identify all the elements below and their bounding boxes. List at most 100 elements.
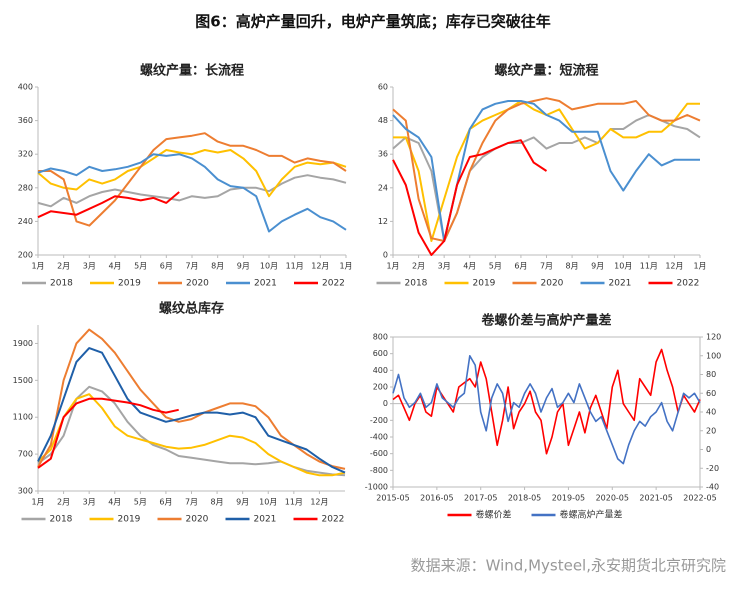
x-tick-label: 11月 xyxy=(285,498,303,507)
y-tick-label: 800 xyxy=(373,333,388,342)
legend-label: 2021 xyxy=(609,279,632,289)
series-line xyxy=(38,132,347,227)
x-tick-label: 1月 xyxy=(386,262,399,271)
series-line xyxy=(37,347,346,474)
x-tick-label: 8月 xyxy=(211,262,224,271)
source-note: 数据来源：Wind,Mysteel,永安期货北京研究院 xyxy=(411,557,726,575)
x-tick-label: 2月 xyxy=(57,498,70,507)
y2-tick-label: -40 xyxy=(706,483,719,492)
series-line xyxy=(392,348,701,455)
y-tick-label: 60 xyxy=(378,83,388,92)
x-tick-label: 1月 xyxy=(693,262,706,271)
x-tick-label: 2019-05 xyxy=(552,494,585,503)
x-tick-label: 9月 xyxy=(237,262,250,271)
legend-label: 2019 xyxy=(118,515,141,525)
legend-label: 2018 xyxy=(50,279,73,289)
figure-title: 图6：高炉产量回升，电炉产量筑底；库存已突破往年 xyxy=(195,13,550,31)
x-tick-label: 10月 xyxy=(614,262,632,271)
legend-label: 2019 xyxy=(118,279,141,289)
series-line xyxy=(392,355,701,465)
y-tick-label: 400 xyxy=(373,366,388,375)
y2-tick-label: 100 xyxy=(706,351,721,360)
y-tick-label: -400 xyxy=(370,433,388,442)
y-tick-label: 1100 xyxy=(13,413,33,422)
x-tick-label: 7月 xyxy=(185,498,198,507)
legend-label: 卷螺价差 xyxy=(476,509,512,521)
series-line xyxy=(37,153,347,233)
y-tick-label: 320 xyxy=(18,150,33,159)
x-tick-label: 10月 xyxy=(260,262,278,271)
y-tick-label: 0 xyxy=(383,399,388,408)
x-tick-label: 4月 xyxy=(463,262,476,271)
series-line xyxy=(392,97,701,242)
y-tick-label: 36 xyxy=(378,150,388,159)
y-tick-label: 48 xyxy=(378,116,388,125)
y-tick-label: 200 xyxy=(18,251,33,260)
x-tick-label: 7月 xyxy=(185,262,198,271)
chart-title: 螺纹产量：短流程 xyxy=(494,63,598,79)
y2-tick-label: 20 xyxy=(706,426,716,435)
x-tick-label: 11月 xyxy=(286,262,304,271)
legend-label: 卷螺高炉产量差 xyxy=(560,509,623,521)
y-tick-label: -800 xyxy=(370,466,388,475)
x-tick-label: 2017-05 xyxy=(464,494,497,503)
x-tick-label: 4月 xyxy=(108,262,121,271)
x-tick-label: 3月 xyxy=(83,262,96,271)
x-tick-label: 2018-05 xyxy=(508,494,541,503)
legend-label: 2020 xyxy=(186,279,209,289)
legend-label: 2022 xyxy=(322,279,345,289)
x-tick-label: 2021-05 xyxy=(639,494,672,503)
y2-tick-label: 80 xyxy=(706,370,716,379)
y-tick-label: 12 xyxy=(378,217,388,226)
y-tick-label: 1500 xyxy=(13,376,33,385)
y2-tick-label: 60 xyxy=(706,389,716,398)
y-tick-label: 24 xyxy=(378,183,388,192)
x-tick-label: 4月 xyxy=(108,498,121,507)
y2-tick-label: 40 xyxy=(706,408,716,417)
x-tick-label: 5月 xyxy=(134,498,147,507)
x-tick-label: 2016-05 xyxy=(420,494,453,503)
series-line xyxy=(392,114,701,242)
x-tick-label: 6月 xyxy=(159,498,172,507)
x-tick-label: 5月 xyxy=(134,262,147,271)
chart-title: 螺纹总库存 xyxy=(159,301,224,317)
x-tick-label: 11月 xyxy=(640,262,658,271)
series-line xyxy=(37,191,180,219)
y-tick-label: 280 xyxy=(18,183,33,192)
series-line xyxy=(392,139,548,256)
y-tick-label: 360 xyxy=(18,116,33,125)
y-tick-label: 0 xyxy=(383,251,388,260)
y2-tick-label: 0 xyxy=(706,445,711,454)
x-tick-label: 12月 xyxy=(311,262,329,271)
x-tick-label: 1月 xyxy=(339,262,352,271)
x-tick-label: 5月 xyxy=(489,262,502,271)
x-tick-label: 1月 xyxy=(31,262,44,271)
legend-label: 2018 xyxy=(405,279,428,289)
plot-frame xyxy=(392,336,701,488)
chart-title: 卷螺价差与高炉产量差 xyxy=(481,313,611,329)
x-tick-label: 12月 xyxy=(665,262,683,271)
x-tick-label: 10月 xyxy=(259,498,277,507)
x-tick-label: 9月 xyxy=(591,262,604,271)
legend-label: 2021 xyxy=(254,515,277,525)
x-tick-label: 1月 xyxy=(31,498,44,507)
y-tick-label: 400 xyxy=(18,83,33,92)
x-tick-label: 2022-05 xyxy=(683,494,716,503)
x-tick-label: 2月 xyxy=(412,262,425,271)
legend-label: 2022 xyxy=(677,279,700,289)
y-tick-label: 700 xyxy=(18,450,33,459)
y-tick-label: 1900 xyxy=(13,339,33,348)
legend-label: 2019 xyxy=(473,279,496,289)
x-tick-label: 8月 xyxy=(566,262,579,271)
x-tick-label: 3月 xyxy=(438,262,451,271)
x-tick-label: 6月 xyxy=(160,262,173,271)
y-tick-label: -600 xyxy=(370,449,388,458)
x-tick-label: 12月 xyxy=(310,498,328,507)
x-tick-label: 8月 xyxy=(211,498,224,507)
legend-label: 2018 xyxy=(50,515,73,525)
legend-label: 2022 xyxy=(322,515,345,525)
x-tick-label: 2015-05 xyxy=(376,494,409,503)
x-tick-label: 9月 xyxy=(236,498,249,507)
y-tick-label: -1000 xyxy=(365,483,388,492)
